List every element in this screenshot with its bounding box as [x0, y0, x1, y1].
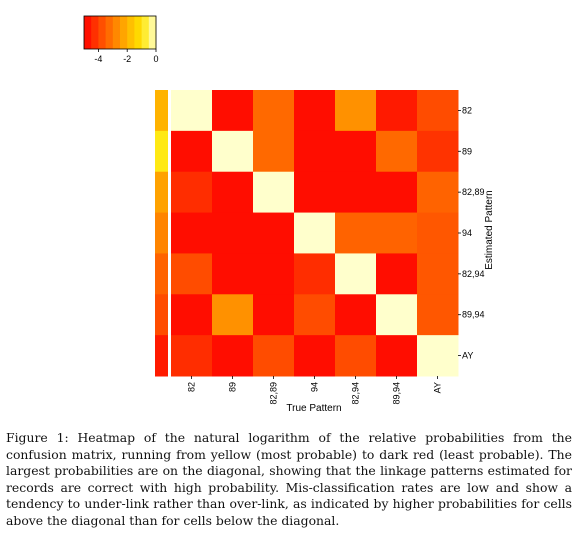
heatmap-cell: [417, 130, 459, 173]
y-tick-label: 82: [462, 105, 472, 115]
x-tick-label: 89: [228, 382, 238, 392]
y-tick-label: 82,94: [462, 269, 485, 279]
heatmap-figure: -4 -2 0 82 89 82,89 94 82,94 89,94 AY 82 89 82,89 9…: [83, 15, 495, 414]
x-axis-label: True Pattern: [286, 403, 341, 414]
heatmap-cell: [417, 90, 459, 132]
colorbar-swatch: [127, 16, 135, 49]
heatmap-cell: [253, 212, 295, 254]
heatmap-cell: [376, 212, 418, 254]
colorbar-swatch: [91, 16, 99, 49]
colorbar-frame: [83, 15, 157, 50]
heatmap-cell: [294, 212, 336, 254]
colorbar-tick-label: -2: [123, 54, 131, 64]
x-tick-label: 82: [187, 382, 197, 392]
heatmap-cell: [417, 171, 459, 214]
heatmap-cell: [294, 90, 336, 132]
heatmap-cell: [294, 130, 336, 173]
heatmap-cell: [253, 335, 295, 377]
heatmap-cell: [376, 253, 418, 295]
heatmap-cell: [253, 90, 295, 132]
y-tick-label: 94: [462, 228, 472, 238]
y-tick-label: AY: [462, 351, 473, 361]
heatmap-cell: [253, 130, 295, 173]
x-tick-label: 89,94: [392, 382, 402, 405]
row-side-color-bar: [155, 90, 168, 377]
heatmap-cell: [212, 90, 254, 132]
heatmap-cell: [212, 294, 254, 336]
heatmap-cell: [417, 212, 459, 254]
heatmap-cell: [417, 335, 459, 377]
row-side-color: [155, 130, 168, 173]
row-side-color: [155, 90, 168, 132]
colorbar-tick-label: -4: [94, 54, 102, 64]
colorbar-swatch: [141, 16, 150, 49]
y-tick-label: 89,94: [462, 310, 485, 320]
heatmap-cell: [253, 171, 295, 214]
heatmap-cell: [376, 90, 418, 132]
heatmap-cell: [335, 130, 377, 173]
heatmap-cell: [335, 253, 377, 295]
heatmap-cell: [212, 335, 254, 377]
heatmap-cell: [171, 253, 213, 295]
heatmap-cell: [294, 335, 336, 377]
heatmap-cell: [376, 335, 418, 377]
heatmap-cell: [294, 171, 336, 214]
heatmap-cell: [335, 294, 377, 336]
heatmap-cell: [171, 130, 213, 173]
x-tick-labels: 82 89 82,89 94 82,94 89,94 AY: [187, 376, 443, 405]
heatmap-cell: [171, 171, 213, 214]
heatmap-cell: [294, 253, 336, 295]
colorbar-tick-label: 0: [153, 54, 158, 64]
row-side-color: [155, 335, 168, 377]
row-side-color: [155, 171, 168, 214]
heatmap-cell: [253, 253, 295, 295]
heatmap-cell: [171, 335, 213, 377]
heatmap-cell: [376, 130, 418, 173]
colorbar-swatch: [134, 16, 142, 49]
heatmap-cell: [212, 130, 254, 173]
y-tick-label: 82,89: [462, 187, 485, 197]
heatmap-cell: [417, 253, 459, 295]
colorbar-swatch: [84, 16, 92, 49]
y-tick-label: 89: [462, 146, 472, 156]
x-tick-label: 82,94: [351, 382, 361, 405]
colorbar-swatch: [112, 16, 121, 49]
heatmap-cells: [171, 90, 459, 377]
heatmap-cell: [171, 212, 213, 254]
row-side-color: [155, 212, 168, 254]
heatmap-cell: [294, 294, 336, 336]
heatmap-cell: [253, 294, 295, 336]
x-tick-label: 82,89: [269, 382, 279, 405]
x-tick-label: 94: [310, 382, 320, 392]
heatmap-cell: [212, 171, 254, 214]
figure-caption: Figure 1: Heatmap of the natural logarit…: [6, 430, 572, 528]
heatmap-cell: [376, 171, 418, 214]
row-side-color: [155, 294, 168, 336]
heatmap-cell: [335, 171, 377, 214]
heatmap-cell: [376, 294, 418, 336]
colorbar-swatch: [98, 16, 106, 49]
colorbar: -4 -2 0: [83, 15, 159, 64]
colorbar-swatch: [120, 16, 128, 49]
y-axis-label: Estimated Pattern: [484, 190, 495, 269]
heatmap-cell: [335, 212, 377, 254]
x-tick-label: AY: [433, 382, 443, 393]
heatmap-cell: [171, 294, 213, 336]
heatmap-cell: [212, 253, 254, 295]
colorbar-swatch: [105, 16, 114, 49]
y-tick-labels: 82 89 82,89 94 82,94 89,94 AY: [458, 105, 485, 361]
colorbar-swatch: [148, 16, 157, 49]
heatmap-cell: [335, 90, 377, 132]
heatmap-cell: [335, 335, 377, 377]
heatmap-cell: [171, 90, 213, 132]
row-side-color: [155, 253, 168, 295]
heatmap-cell: [212, 212, 254, 254]
heatmap-cell: [417, 294, 459, 336]
